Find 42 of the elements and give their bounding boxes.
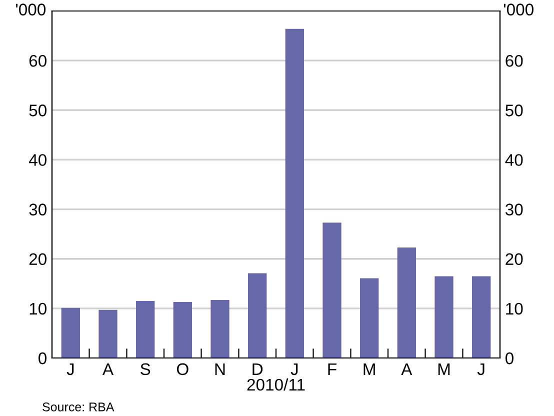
x-tick-label: M <box>438 363 450 375</box>
y-axis-title: '000 <box>16 4 46 16</box>
x-tick-label: A <box>102 363 114 375</box>
bar <box>61 308 80 358</box>
x-tick-label: M <box>364 363 375 375</box>
y2-tick-label: 30 <box>505 204 523 216</box>
x-tick-label: D <box>252 363 263 375</box>
bar <box>322 222 342 358</box>
y2-tick-label: 50 <box>506 104 523 116</box>
y-tick-label: 60 <box>29 54 46 67</box>
x-tick-label: A <box>401 363 412 375</box>
y-tick-label: 30 <box>29 204 46 216</box>
x-tick-label: J <box>290 363 298 376</box>
y2-tick-label: 0 <box>506 352 514 364</box>
bar <box>136 300 155 358</box>
y2-axis-title: '000 <box>504 4 534 16</box>
x-tick-label: O <box>176 363 188 376</box>
source-note: Source: RBA <box>42 402 114 412</box>
x-tick-label: S <box>140 363 150 376</box>
y2-tick-label: 10 <box>506 302 523 315</box>
y-tick-label: 20 <box>29 253 46 266</box>
y2-tick-label: 20 <box>506 253 523 266</box>
y-tick-label: 0 <box>38 352 46 364</box>
x-tick-label: F <box>328 363 336 375</box>
bar <box>285 28 304 358</box>
x-axis-title: 2010/11 <box>247 378 305 391</box>
y-tick-label: 40 <box>28 154 46 166</box>
x-tick-label: N <box>215 363 225 375</box>
y2-tick-label: 60 <box>506 54 523 67</box>
y-tick-label: 50 <box>29 104 46 116</box>
bar <box>434 276 454 358</box>
bar <box>98 310 118 358</box>
y-tick-label: 10 <box>30 302 46 315</box>
bar <box>472 276 491 358</box>
x-tick-label: J <box>66 363 74 376</box>
x-tick-label: J <box>477 363 484 376</box>
y2-tick-label: 40 <box>505 154 523 166</box>
bar <box>173 302 192 358</box>
bar <box>210 300 230 358</box>
bar <box>397 247 416 358</box>
bar <box>248 273 267 358</box>
bar <box>360 278 379 358</box>
